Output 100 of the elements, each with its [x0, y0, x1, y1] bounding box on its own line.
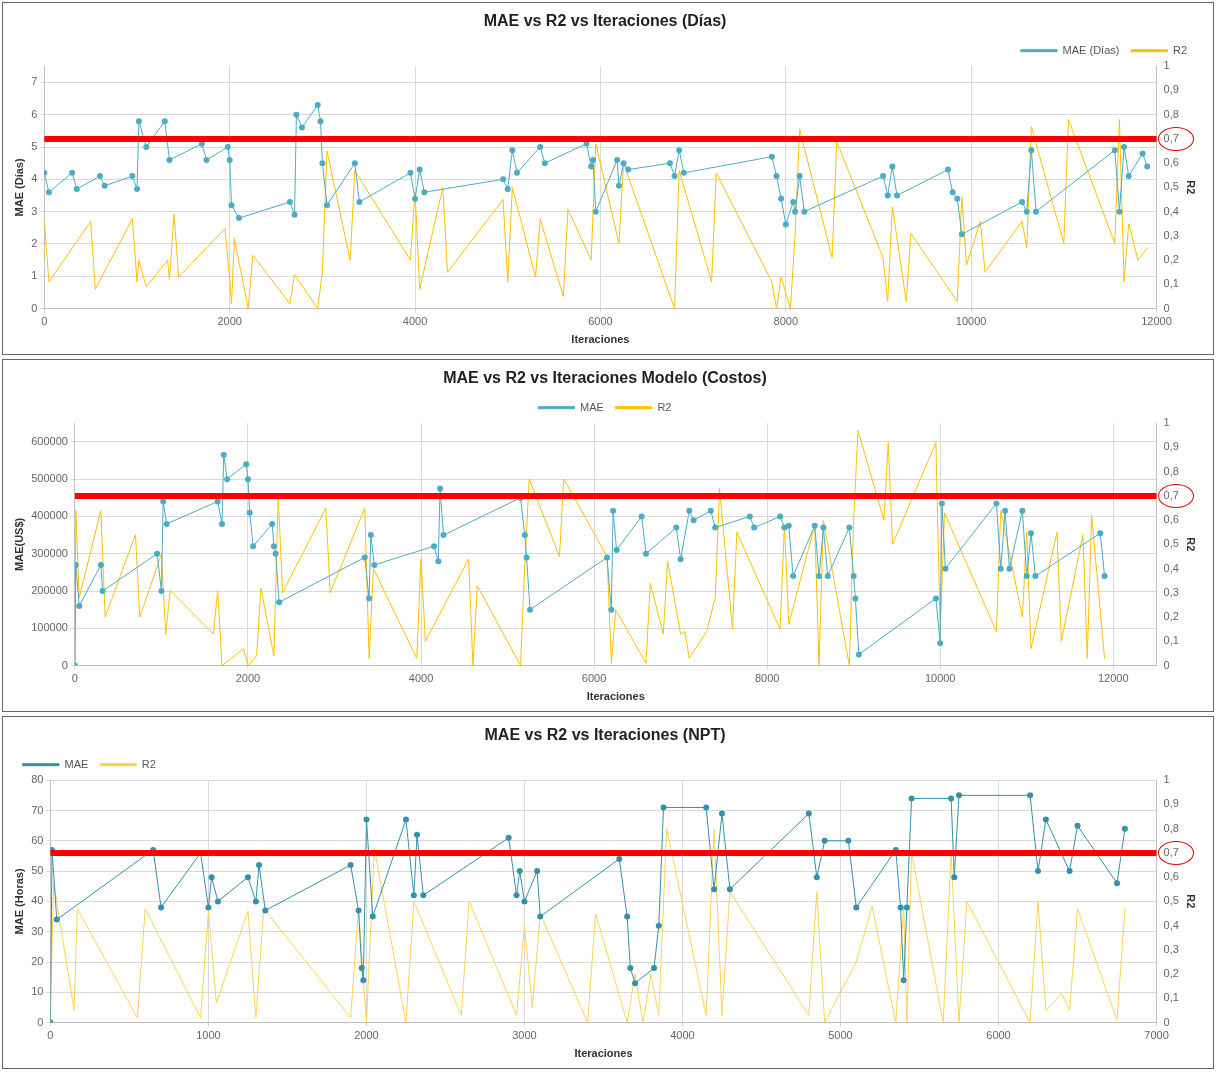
y2-tick-label: 0,4 [1163, 561, 1179, 574]
point [845, 837, 852, 844]
y2-tick-label: 0,7 [1163, 131, 1179, 144]
point [537, 913, 544, 920]
y2-tick-label: 1 [1163, 59, 1170, 72]
y-tick-label: 30 [31, 924, 44, 937]
point [1027, 792, 1034, 799]
point [624, 913, 631, 920]
point [256, 862, 263, 869]
y-tick-label: 60 [31, 833, 44, 846]
y2-tick-label: 0,2 [1163, 253, 1179, 266]
x-tick-label: 7000 [1144, 1029, 1169, 1042]
y-tick-label: 7 [31, 75, 38, 88]
y2-tick-label: 0,1 [1163, 634, 1179, 647]
x-tick-label: 6000 [986, 1029, 1011, 1042]
y-tick-label: 400000 [31, 509, 68, 522]
y2-tick-label: 0 [1163, 301, 1170, 314]
point [360, 977, 367, 984]
x-tick-label: 4000 [402, 315, 428, 328]
point [355, 907, 362, 914]
y2-tick-label: 0,1 [1163, 277, 1179, 290]
point [244, 874, 251, 881]
y-tick-label: 1 [31, 269, 38, 282]
point [805, 810, 812, 817]
y2-tick-label: 1 [1163, 416, 1170, 429]
y2-tick-label: 0,4 [1163, 204, 1179, 217]
point [853, 904, 860, 911]
x-tick-label: 5000 [828, 1029, 853, 1042]
point [900, 977, 907, 984]
y2-tick-label: 0,2 [1163, 967, 1179, 980]
point [718, 810, 725, 817]
point [414, 831, 421, 838]
y2-axis-title: R2 [1185, 180, 1198, 195]
point [363, 816, 370, 823]
point [205, 904, 212, 911]
y2-tick-label: 0,5 [1163, 894, 1179, 907]
y2-tick-label: 0,7 [1163, 488, 1179, 501]
point [402, 816, 409, 823]
y2-tick-label: 0 [1163, 1015, 1170, 1028]
legend-label: MAE (Días) [1062, 43, 1120, 56]
point [53, 916, 60, 923]
y-tick-label: 20 [31, 955, 44, 968]
y-tick-label: 6 [31, 107, 38, 120]
y-axis-title: MAE (Días) [12, 158, 25, 217]
point [208, 874, 215, 881]
point [726, 886, 733, 893]
y2-axis-title: R2 [1185, 894, 1198, 909]
x-axis-title: Iteraciones [586, 690, 645, 703]
y2-tick-label: 0,7 [1163, 845, 1179, 858]
x-axis-title: Iteraciones [571, 333, 630, 346]
y-tick-label: 0 [31, 301, 38, 314]
point [358, 965, 365, 972]
x-axis-title: Iteraciones [574, 1047, 633, 1060]
point [347, 862, 354, 869]
point [420, 892, 427, 899]
point [711, 886, 718, 893]
y-tick-label: 300000 [31, 546, 68, 559]
x-tick-label: 2000 [235, 672, 261, 685]
point [651, 965, 658, 972]
legend-label: R2 [141, 757, 156, 770]
legend-label: MAE [580, 400, 604, 413]
point [369, 913, 376, 920]
point [158, 904, 165, 911]
y-tick-label: 5 [31, 140, 38, 153]
chart-title: MAE vs R2 vs Iteraciones (NPT) [484, 726, 726, 744]
x-tick-label: 0 [71, 672, 78, 685]
x-tick-label: 2000 [354, 1029, 379, 1042]
x-tick-label: 3000 [512, 1029, 537, 1042]
x-tick-label: 2000 [217, 315, 242, 328]
point [632, 980, 639, 987]
x-tick-label: 10000 [924, 672, 956, 685]
point [1121, 825, 1128, 832]
y-tick-label: 200000 [31, 584, 68, 597]
y-axis-title: MAE(US$) [12, 517, 25, 571]
point [521, 898, 528, 905]
y2-tick-label: 1 [1163, 773, 1170, 786]
point [813, 874, 820, 881]
y-tick-label: 40 [31, 894, 44, 907]
point [505, 834, 512, 841]
point [956, 792, 962, 799]
y2-tick-label: 0,5 [1163, 180, 1179, 193]
y-tick-label: 600000 [31, 434, 68, 447]
y-tick-label: 100000 [31, 621, 68, 634]
point [214, 898, 221, 905]
y2-tick-label: 0,3 [1163, 585, 1179, 598]
y2-tick-label: 0,4 [1163, 918, 1179, 931]
point [516, 868, 523, 875]
y2-tick-label: 0,9 [1163, 440, 1179, 453]
point [262, 907, 269, 914]
legend-label: R2 [1172, 43, 1187, 56]
y2-tick-label: 0,8 [1163, 464, 1179, 477]
point [948, 795, 955, 802]
y2-tick-label: 0,9 [1163, 83, 1179, 96]
y-tick-label: 4 [31, 172, 38, 185]
y2-tick-label: 0,2 [1163, 610, 1179, 623]
point [534, 868, 541, 875]
x-tick-label: 8000 [754, 672, 780, 685]
y2-tick-label: 0 [1163, 658, 1170, 671]
y-tick-label: 3 [31, 204, 38, 217]
y-tick-label: 10 [31, 985, 44, 998]
